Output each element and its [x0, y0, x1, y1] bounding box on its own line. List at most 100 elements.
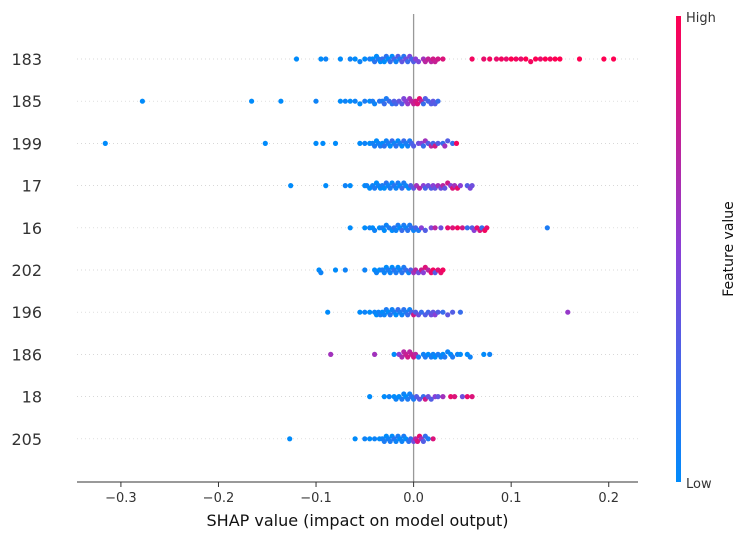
point-186-31: [487, 351, 493, 357]
point-16-24: [418, 225, 424, 231]
point-196-27: [418, 309, 424, 315]
point-202-4: [362, 267, 368, 273]
point-183-43: [487, 56, 493, 62]
point-17-2: [342, 183, 348, 189]
shap-points: [102, 53, 617, 444]
x-tick-label-2: −0.1: [300, 491, 332, 506]
point-199-17: [387, 143, 393, 149]
point-183-50: [523, 56, 529, 62]
point-199-3: [320, 140, 326, 146]
point-205-29: [430, 436, 436, 442]
point-202-18: [399, 270, 405, 276]
point-183-59: [601, 56, 607, 62]
point-186-22: [442, 354, 448, 360]
point-16-40: [484, 225, 490, 231]
point-199-9: [372, 143, 378, 149]
point-183-51: [528, 59, 534, 65]
point-16-41: [544, 225, 550, 231]
feature-label-185: 185: [11, 92, 42, 111]
point-17-19: [393, 185, 399, 191]
point-199-41: [445, 138, 451, 144]
point-18-18: [428, 396, 434, 402]
point-205-10: [387, 438, 393, 444]
point-205-16: [399, 438, 405, 444]
point-185-8: [357, 101, 363, 107]
point-16-7: [381, 227, 387, 233]
point-16-30: [450, 225, 456, 231]
point-17-8: [372, 185, 378, 191]
point-199-40: [442, 143, 448, 149]
point-185-9: [362, 98, 368, 104]
point-18-26: [469, 394, 475, 400]
point-185-2: [278, 98, 284, 104]
point-183-0: [293, 56, 300, 62]
point-196-12: [387, 312, 393, 318]
point-183-10: [372, 59, 378, 65]
point-16-32: [459, 225, 465, 231]
point-16-18: [405, 227, 411, 233]
point-202-15: [393, 270, 399, 276]
point-17-22: [399, 185, 405, 191]
point-183-54: [542, 56, 548, 62]
x-tick-label-1: −0.2: [203, 491, 235, 506]
point-16-29: [445, 225, 451, 231]
point-186-1: [372, 351, 378, 357]
point-185-12: [372, 101, 378, 107]
point-16-28: [438, 225, 444, 231]
point-196-15: [393, 312, 399, 318]
feature-labels: 183 185 199 17 16 202 196 186 18 205: [11, 50, 42, 449]
point-196-33: [435, 309, 441, 315]
point-185-5: [342, 98, 348, 104]
point-196-34: [440, 309, 446, 315]
point-199-1: [262, 140, 268, 146]
point-183-40: [440, 56, 446, 62]
colorbar: [676, 16, 681, 482]
point-183-18: [387, 59, 393, 65]
feature-label-205: 205: [11, 430, 42, 449]
point-199-42: [450, 140, 456, 146]
point-183-52: [533, 56, 539, 62]
point-16-15: [399, 227, 405, 233]
point-202-1: [318, 270, 324, 276]
point-186-7: [405, 354, 411, 360]
point-199-43: [453, 140, 460, 146]
point-205-0: [287, 436, 293, 442]
point-183-60: [611, 56, 617, 62]
point-185-22: [399, 101, 405, 107]
point-183-5: [352, 56, 358, 62]
point-17-13: [381, 185, 387, 191]
point-183-2: [323, 56, 329, 62]
point-17-45: [457, 183, 463, 189]
feature-grid-lines: [77, 58, 638, 440]
point-199-0: [102, 140, 108, 146]
point-183-55: [547, 56, 553, 62]
point-185-7: [352, 98, 358, 104]
point-18-0: [367, 394, 373, 400]
point-199-26: [405, 143, 411, 149]
point-18-20: [435, 394, 441, 400]
point-18-14: [416, 396, 423, 402]
point-202-27: [420, 270, 426, 276]
point-205-7: [381, 438, 387, 444]
point-18-2: [386, 394, 392, 400]
feature-label-17: 17: [22, 177, 42, 196]
point-16-25: [422, 227, 428, 233]
point-183-6: [357, 59, 363, 65]
point-16-27: [432, 225, 438, 231]
point-16-12: [393, 227, 399, 233]
point-186-12: [415, 354, 422, 360]
point-185-15: [381, 101, 387, 107]
point-186-30: [481, 351, 487, 357]
point-199-4: [332, 140, 339, 146]
point-199-23: [399, 143, 405, 149]
point-186-4: [399, 354, 405, 360]
point-199-5: [357, 140, 363, 146]
colorbar-title: Feature value: [721, 201, 737, 297]
point-183-1: [318, 56, 324, 62]
feature-label-196: 196: [11, 303, 42, 322]
point-18-24: [459, 394, 465, 400]
point-205-23: [414, 438, 421, 444]
point-205-28: [425, 436, 431, 442]
point-205-2: [362, 436, 368, 442]
point-196-1: [357, 309, 363, 315]
